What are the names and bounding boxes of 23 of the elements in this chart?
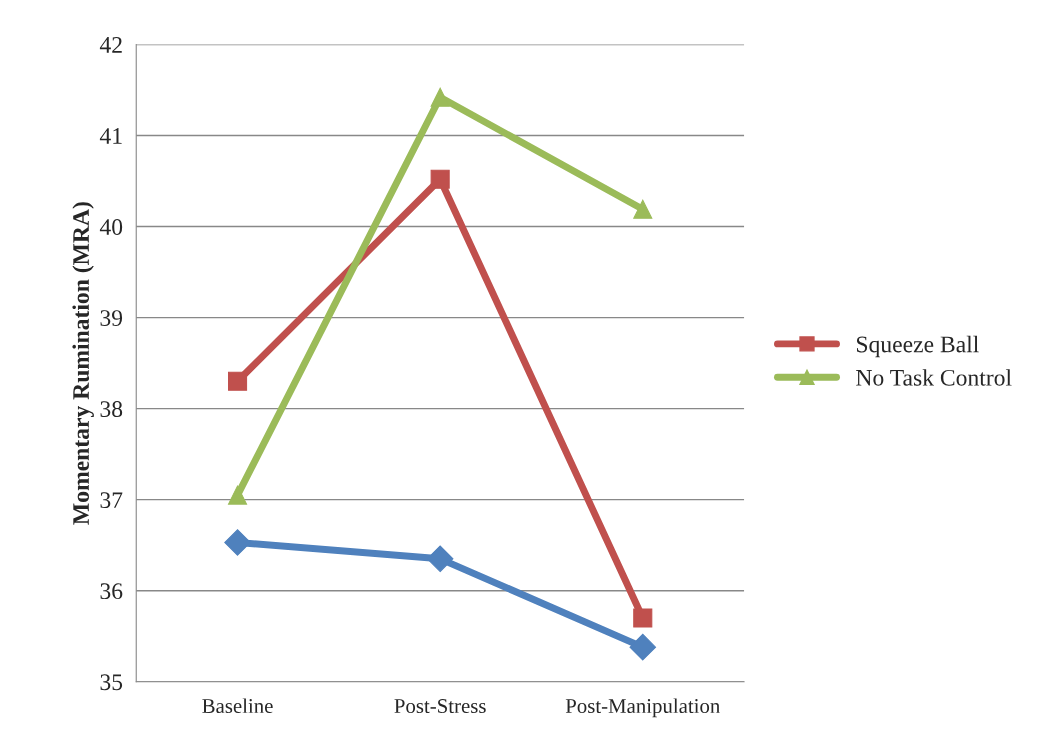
legend-label: Squeeze Ball (856, 335, 979, 358)
point (430, 87, 450, 107)
y-tick-label: 41 (99, 128, 122, 144)
y-tick-label: 42 (99, 37, 122, 53)
point (228, 371, 248, 391)
x-tick-label: Baseline (202, 698, 273, 714)
y-tick-label: 40 (99, 219, 123, 235)
legend-label: No Task Control (856, 369, 1012, 386)
y-tick-label: 38 (100, 401, 123, 418)
point (426, 545, 454, 573)
x-tick-label: Post-Stress (394, 699, 486, 714)
point (633, 199, 653, 219)
point (633, 608, 653, 628)
x-tick-label: Post-Manipulation (565, 698, 720, 718)
y-tick-label: 39 (100, 310, 123, 326)
y-tick-label: 37 (100, 492, 123, 509)
point (224, 529, 251, 556)
y-tick-label: 36 (100, 583, 123, 600)
point (228, 485, 248, 505)
point (629, 633, 657, 661)
point (430, 169, 450, 189)
y-tick-label: 35 (100, 674, 123, 691)
y-axis-title: Momentary Rumination (MRA) (72, 202, 94, 525)
